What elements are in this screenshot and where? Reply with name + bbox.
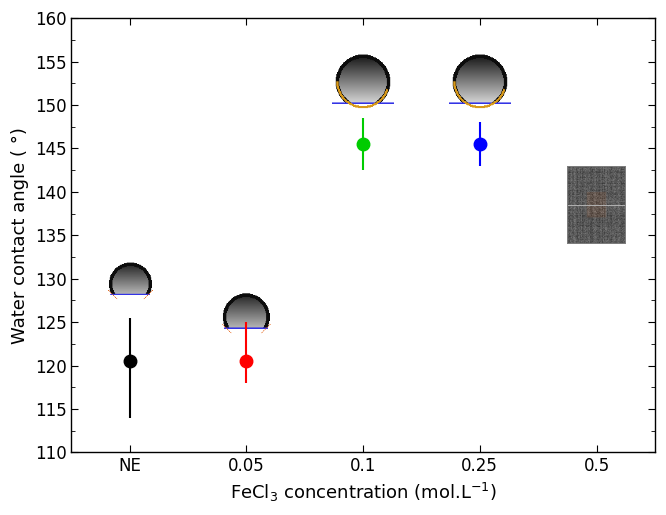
Y-axis label: Water contact angle ( °): Water contact angle ( °) bbox=[11, 127, 29, 344]
X-axis label: FeCl$_3$ concentration (mol.L$^{-1}$): FeCl$_3$ concentration (mol.L$^{-1}$) bbox=[230, 481, 496, 504]
